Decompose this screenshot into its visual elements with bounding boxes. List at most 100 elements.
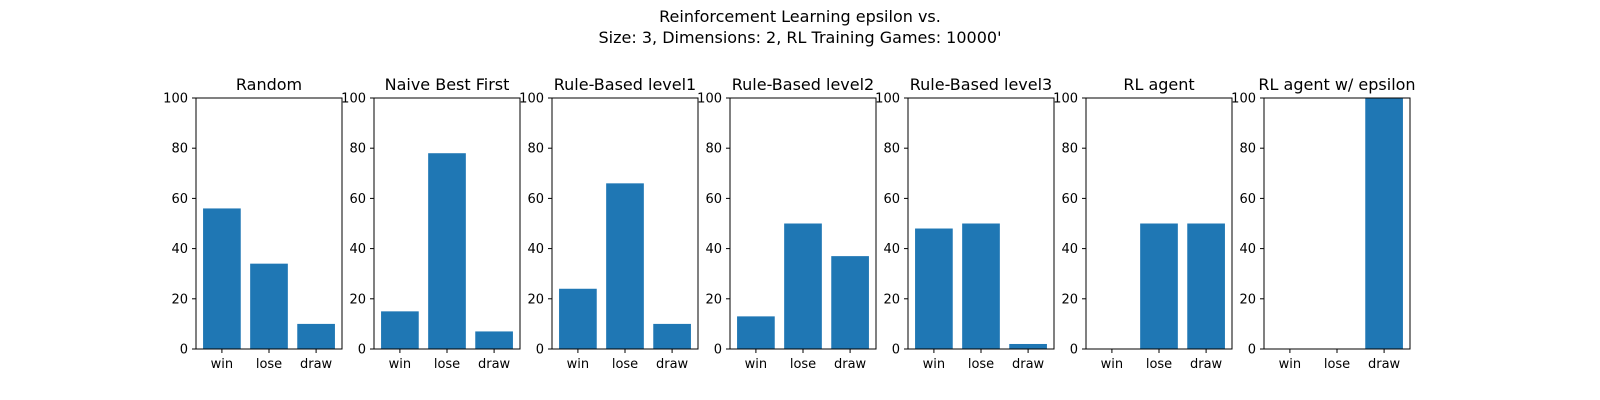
- y-tick-label: 100: [341, 92, 366, 107]
- y-tick-label: 40: [527, 242, 544, 257]
- bar-lose: [1140, 223, 1178, 349]
- axes-frame: [195, 97, 343, 350]
- x-tick-label: lose: [256, 357, 282, 372]
- y-tick-label: 60: [527, 192, 544, 207]
- bar-draw: [1009, 343, 1047, 349]
- bar-draw: [475, 331, 513, 349]
- y-tick-label: 100: [875, 92, 900, 107]
- subplot-5: RL agent win lose draw 0 20 40 60 80 100: [1053, 75, 1233, 372]
- bar-win: [737, 316, 775, 349]
- x-tick-label: win: [745, 357, 767, 372]
- subplot-title: Rule-Based level1: [554, 75, 696, 94]
- subplot-title: Random: [236, 75, 302, 94]
- x-tick-label: win: [211, 357, 233, 372]
- y-tick-label: 60: [349, 192, 366, 207]
- bar-lose: [962, 223, 1000, 349]
- y-tick-label: 20: [349, 292, 366, 307]
- y-tick-label: 60: [1061, 192, 1078, 207]
- y-tick-label: 40: [705, 242, 722, 257]
- bar-draw: [653, 323, 691, 349]
- x-tick-label: draw: [1012, 357, 1045, 372]
- y-tick-label: 100: [1053, 92, 1078, 107]
- bar-draw: [297, 323, 335, 349]
- y-tick-label: 0: [714, 343, 722, 358]
- x-tick-label: win: [389, 357, 411, 372]
- y-tick-label: 0: [1248, 343, 1256, 358]
- axes-frame: [1085, 97, 1233, 350]
- y-tick-label: 80: [171, 142, 188, 157]
- y-tick-label: 40: [1061, 242, 1078, 257]
- y-tick-label: 80: [527, 142, 544, 157]
- y-tick-label: 0: [1070, 343, 1078, 358]
- x-tick-label: draw: [834, 357, 867, 372]
- y-tick-label: 100: [1231, 92, 1256, 107]
- x-tick-label: lose: [434, 357, 460, 372]
- bar-lose: [784, 223, 822, 349]
- y-tick-label: 60: [883, 192, 900, 207]
- subplot-4: Rule-Based level3 win lose draw 0 20 40 60 80 100: [875, 75, 1055, 372]
- y-tick-label: 20: [705, 292, 722, 307]
- subplot-2: Rule-Based level1 win lose draw 0 20 40 60 80 100: [519, 75, 699, 372]
- bar-win: [203, 208, 241, 349]
- y-tick-label: 100: [163, 92, 188, 107]
- x-tick-label: draw: [656, 357, 689, 372]
- bar-draw: [831, 256, 869, 349]
- bar-lose: [606, 183, 644, 349]
- bar-lose: [250, 263, 288, 349]
- y-tick-label: 0: [180, 343, 188, 358]
- subplot-title: Naive Best First: [385, 75, 510, 94]
- subplot-0: Random win lose draw 0 20 40 60 80 100: [163, 75, 343, 372]
- x-tick-label: draw: [300, 357, 333, 372]
- x-tick-label: lose: [612, 357, 638, 372]
- bar-draw: [1187, 223, 1225, 349]
- y-tick-label: 0: [536, 343, 544, 358]
- y-tick-label: 80: [883, 142, 900, 157]
- y-tick-label: 80: [705, 142, 722, 157]
- subplot-6: RL agent w/ epsilon win lose draw 0 20 40 60 80 1…: [1231, 75, 1415, 372]
- x-tick-label: win: [1279, 357, 1301, 372]
- subplot-1: Naive Best First win lose draw 0 20 40 60 80 100: [341, 75, 521, 372]
- x-tick-label: lose: [1146, 357, 1172, 372]
- axes-frame: [551, 97, 699, 350]
- bar-win: [381, 311, 419, 349]
- x-tick-label: lose: [790, 357, 816, 372]
- x-tick-label: win: [567, 357, 589, 372]
- y-tick-label: 80: [1239, 142, 1256, 157]
- y-tick-label: 20: [527, 292, 544, 307]
- x-tick-label: win: [1101, 357, 1123, 372]
- y-tick-label: 20: [883, 292, 900, 307]
- x-tick-label: lose: [968, 357, 994, 372]
- bar-win: [559, 288, 597, 349]
- y-tick-label: 20: [1239, 292, 1256, 307]
- y-tick-label: 20: [1061, 292, 1078, 307]
- figure-title-line1: Reinforcement Learning epsilon vs.: [659, 7, 941, 26]
- x-tick-label: draw: [478, 357, 511, 372]
- y-tick-label: 40: [883, 242, 900, 257]
- y-tick-label: 60: [171, 192, 188, 207]
- x-tick-label: lose: [1324, 357, 1350, 372]
- x-tick-label: win: [923, 357, 945, 372]
- y-tick-label: 40: [1239, 242, 1256, 257]
- y-tick-label: 60: [1239, 192, 1256, 207]
- axes-frame: [907, 97, 1055, 350]
- bar-win: [915, 228, 953, 349]
- figure-title-line2: Size: 3, Dimensions: 2, RL Training Game…: [599, 28, 1002, 47]
- y-tick-label: 40: [349, 242, 366, 257]
- y-tick-label: 60: [705, 192, 722, 207]
- y-tick-label: 80: [1061, 142, 1078, 157]
- subplot-title: RL agent: [1123, 75, 1194, 94]
- subplot-title: Rule-Based level2: [732, 75, 874, 94]
- y-tick-label: 100: [519, 92, 544, 107]
- bar-draw: [1365, 98, 1403, 349]
- y-tick-label: 0: [358, 343, 366, 358]
- y-tick-label: 80: [349, 142, 366, 157]
- y-tick-label: 100: [697, 92, 722, 107]
- axes-frame: [1263, 97, 1411, 350]
- subplot-title: RL agent w/ epsilon: [1258, 75, 1415, 94]
- axes-frame: [729, 97, 877, 350]
- y-tick-label: 0: [892, 343, 900, 358]
- y-tick-label: 20: [171, 292, 188, 307]
- subplot-3: Rule-Based level2 win lose draw 0 20 40 60 80 100: [697, 75, 877, 372]
